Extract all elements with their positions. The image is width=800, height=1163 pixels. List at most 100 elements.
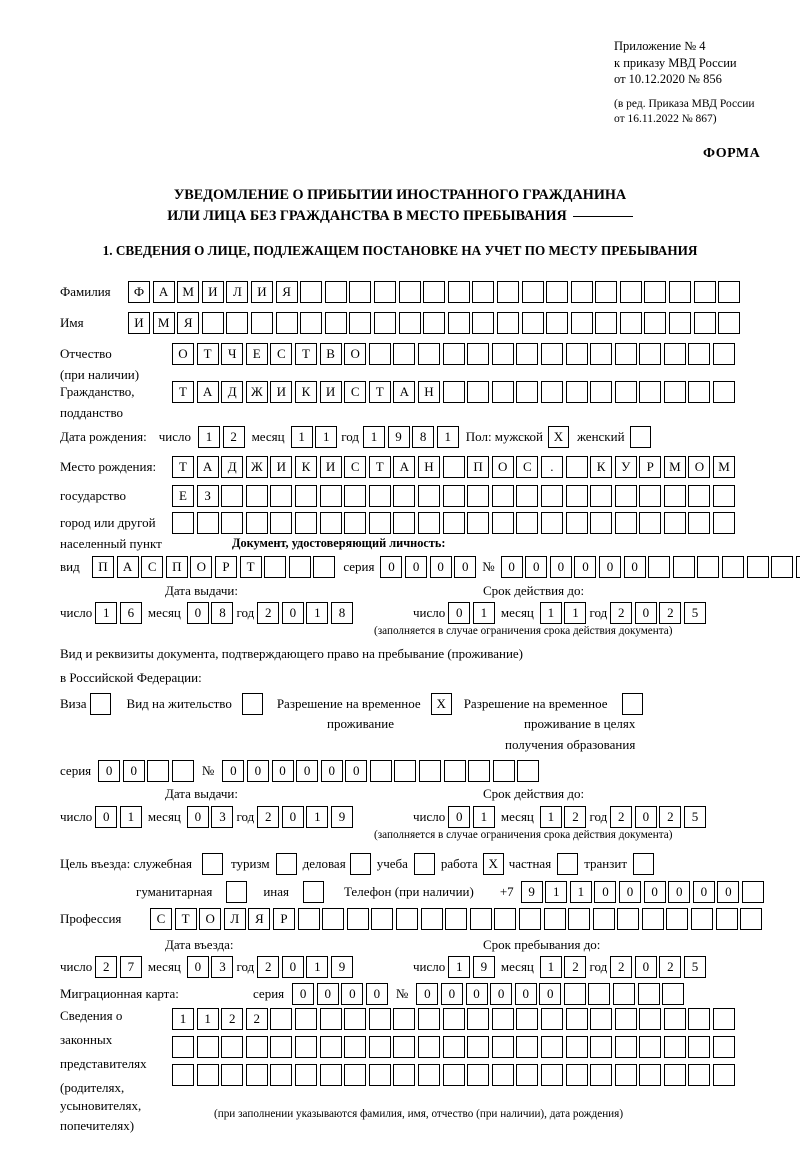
char-box[interactable] [648, 556, 671, 578]
char-box[interactable] [467, 1064, 490, 1086]
char-box[interactable]: 0 [281, 602, 304, 624]
char-box[interactable]: 1 [448, 956, 471, 978]
char-box[interactable] [491, 343, 514, 365]
char-box[interactable]: Е [172, 485, 194, 507]
char-box[interactable]: 0 [448, 806, 471, 828]
char-box[interactable] [270, 485, 293, 507]
char-box[interactable] [319, 1064, 342, 1086]
char-box[interactable] [639, 381, 662, 403]
char-box[interactable] [467, 485, 490, 507]
char-box[interactable]: 2 [257, 602, 280, 624]
char-box[interactable]: 2 [564, 806, 587, 828]
char-box[interactable] [688, 1008, 711, 1030]
char-box[interactable]: 1 [306, 956, 329, 978]
char-box[interactable]: 2 [564, 956, 587, 978]
char-box[interactable]: Н [417, 456, 440, 478]
char-box[interactable]: 8 [331, 602, 354, 624]
char-box[interactable]: 9 [520, 881, 543, 903]
char-box[interactable] [563, 983, 586, 1005]
char-box[interactable]: 0 [281, 806, 304, 828]
char-box[interactable] [516, 381, 539, 403]
char-box[interactable] [368, 1036, 391, 1058]
char-box[interactable] [417, 512, 440, 534]
char-box[interactable]: 5 [684, 956, 707, 978]
char-box[interactable]: 0 [345, 760, 368, 782]
char-box[interactable] [639, 512, 662, 534]
char-box[interactable] [590, 512, 613, 534]
char-box[interactable]: Т [294, 343, 317, 365]
char-box[interactable] [294, 1036, 317, 1058]
char-box[interactable] [713, 1008, 736, 1030]
char-box[interactable]: 2 [659, 956, 682, 978]
char-box[interactable]: И [270, 381, 293, 403]
char-box[interactable]: 2 [610, 956, 633, 978]
char-box[interactable] [245, 1036, 268, 1058]
char-box[interactable]: Д [221, 456, 244, 478]
char-box[interactable] [614, 1036, 637, 1058]
permit-residence-checkbox[interactable] [241, 693, 263, 715]
char-box[interactable] [595, 281, 618, 303]
char-box[interactable]: 1 [119, 806, 142, 828]
char-box[interactable]: Л [226, 281, 249, 303]
char-box[interactable] [492, 760, 515, 782]
char-box[interactable]: Л [223, 908, 246, 930]
char-box[interactable] [270, 1008, 293, 1030]
char-box[interactable] [713, 1064, 736, 1086]
char-box[interactable]: А [152, 281, 175, 303]
char-box[interactable] [619, 281, 642, 303]
char-box[interactable]: Р [214, 556, 237, 578]
char-box[interactable]: М [663, 456, 686, 478]
char-box[interactable] [467, 381, 490, 403]
char-box[interactable] [666, 908, 689, 930]
char-box[interactable]: 0 [186, 806, 209, 828]
char-box[interactable] [639, 343, 662, 365]
char-box[interactable]: М [177, 281, 200, 303]
char-box[interactable]: 9 [472, 956, 495, 978]
char-box[interactable]: 0 [186, 602, 209, 624]
char-box[interactable]: 0 [668, 881, 691, 903]
char-box[interactable] [270, 1064, 293, 1086]
char-box[interactable]: С [270, 343, 293, 365]
char-box[interactable]: 3 [211, 806, 234, 828]
char-box[interactable] [688, 1036, 711, 1058]
char-box[interactable]: 1 [306, 602, 329, 624]
char-box[interactable] [324, 281, 347, 303]
purpose-checkbox-tranzit[interactable] [633, 853, 655, 875]
char-box[interactable] [373, 312, 396, 334]
char-box[interactable] [491, 381, 514, 403]
char-box[interactable] [221, 485, 244, 507]
char-box[interactable]: П [467, 456, 490, 478]
char-box[interactable]: 0 [619, 881, 642, 903]
char-box[interactable]: 2 [257, 956, 280, 978]
char-box[interactable] [637, 983, 660, 1005]
char-box[interactable] [590, 1008, 613, 1030]
char-box[interactable] [590, 381, 613, 403]
char-box[interactable] [491, 1036, 514, 1058]
char-box[interactable] [713, 485, 736, 507]
char-box[interactable]: 0 [292, 983, 315, 1005]
char-box[interactable]: Т [239, 556, 262, 578]
char-box[interactable]: Я [177, 312, 200, 334]
char-box[interactable]: 1 [564, 602, 587, 624]
char-box[interactable] [565, 381, 588, 403]
char-box[interactable]: А [116, 556, 139, 578]
char-box[interactable] [516, 343, 539, 365]
purpose-checkbox-humanitarian[interactable] [226, 881, 248, 903]
char-box[interactable] [442, 512, 465, 534]
char-box[interactable] [663, 485, 686, 507]
char-box[interactable] [496, 312, 519, 334]
char-box[interactable]: У [614, 456, 637, 478]
char-box[interactable] [516, 485, 539, 507]
char-box[interactable]: . [540, 456, 563, 478]
char-box[interactable] [617, 908, 640, 930]
